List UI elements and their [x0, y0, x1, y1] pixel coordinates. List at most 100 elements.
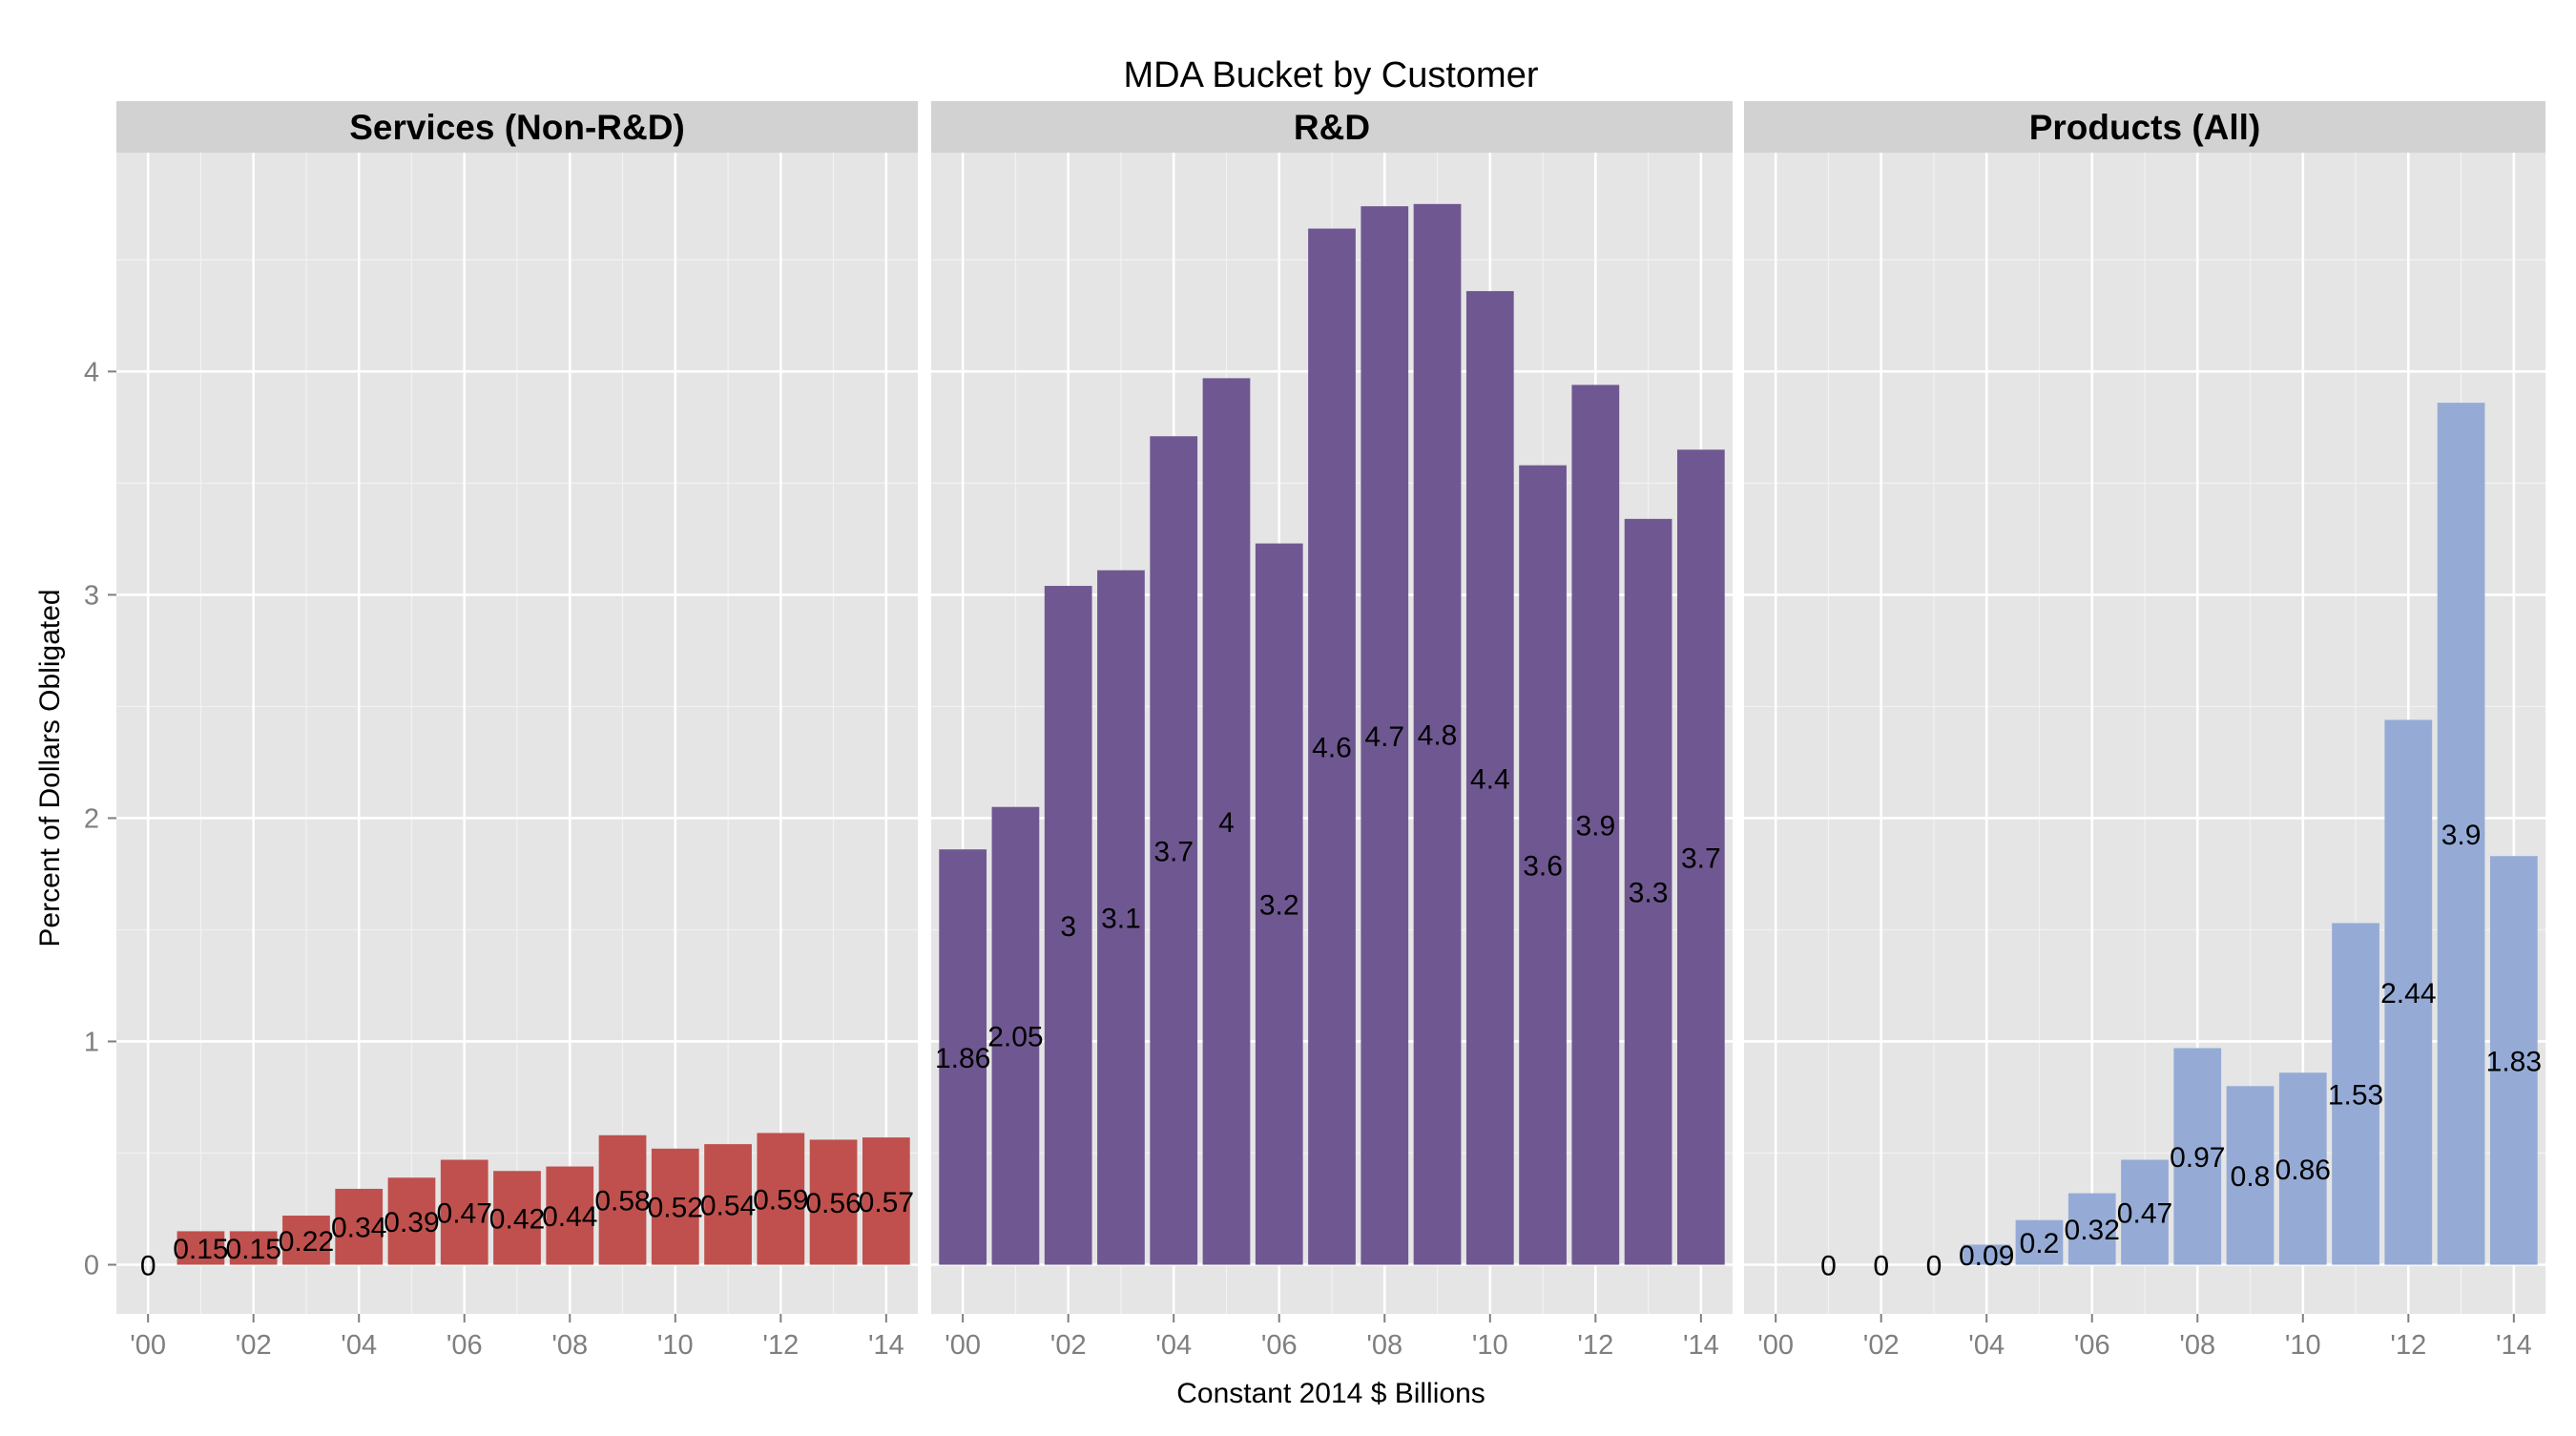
panels: Services (Non-R&D)00.150.150.220.340.390…: [84, 101, 2545, 1361]
x-tick-label: '08: [1366, 1330, 1402, 1361]
bar: [2067, 1193, 2116, 1265]
x-tick-label: '10: [1472, 1330, 1508, 1361]
x-tick-label: '02: [1863, 1330, 1900, 1361]
data-label: 4.6: [1312, 733, 1352, 764]
x-tick-label: '04: [1155, 1330, 1192, 1361]
bar: [757, 1133, 805, 1265]
data-label: 3.7: [1153, 836, 1194, 867]
bar: [2015, 1219, 2064, 1265]
bar: [387, 1177, 436, 1265]
data-label: 0.56: [805, 1188, 861, 1219]
bar: [1571, 385, 1620, 1265]
x-tick-label: '02: [236, 1330, 272, 1361]
bar: [991, 806, 1040, 1265]
bar: [2489, 856, 2538, 1265]
bar: [282, 1216, 330, 1265]
data-label: 3.9: [1575, 810, 1615, 842]
data-label: 1.86: [935, 1043, 990, 1074]
data-label: 0.44: [542, 1201, 597, 1233]
data-label: 0.97: [2170, 1142, 2225, 1174]
data-label: 0.47: [437, 1198, 492, 1230]
bar: [1361, 206, 1409, 1265]
x-tick-label: '12: [2390, 1330, 2426, 1361]
x-tick-label: '14: [868, 1330, 904, 1361]
x-tick-label: '00: [1757, 1330, 1794, 1361]
x-tick-label: '00: [945, 1330, 981, 1361]
x-tick-label: '12: [762, 1330, 799, 1361]
data-label: 4.7: [1364, 721, 1404, 753]
x-tick-label: '08: [551, 1330, 588, 1361]
data-label: 0.09: [1959, 1240, 2014, 1272]
bar: [1624, 518, 1672, 1265]
data-label: 0.15: [225, 1234, 280, 1265]
x-tick-label: '04: [1968, 1330, 2005, 1361]
y-tick-label: 1: [84, 1027, 99, 1057]
x-tick-label: '14: [2496, 1330, 2532, 1361]
data-label: 0: [1820, 1251, 1837, 1282]
bar: [1308, 228, 1356, 1265]
bar: [1044, 586, 1092, 1265]
y-axis-label: Percent of Dollars Obligated: [34, 589, 66, 947]
bar: [704, 1144, 752, 1265]
data-label: 0.57: [859, 1187, 914, 1218]
bar: [1255, 543, 1303, 1265]
bar: [598, 1134, 647, 1265]
bar: [2278, 1072, 2327, 1265]
bar: [1413, 203, 1462, 1265]
bar: [2384, 719, 2433, 1265]
data-label: 0.32: [2065, 1215, 2120, 1246]
data-label: 4.8: [1418, 720, 1458, 752]
panel-2: R&D 1.862.05 3 3.1 3.7 4 3.2 4.6 4.7 4.8 4.4 3.6 3.9…: [931, 101, 1733, 1361]
data-label: 0.39: [384, 1207, 439, 1238]
data-label: 3.2: [1259, 890, 1299, 922]
bar: [440, 1159, 488, 1265]
x-tick-label: '06: [447, 1330, 483, 1361]
bar: [2173, 1048, 2222, 1265]
data-label: 0.42: [489, 1203, 545, 1235]
data-label: 3.9: [2441, 820, 2482, 851]
y-tick-label: 2: [84, 803, 99, 834]
data-label: 0.34: [331, 1213, 386, 1244]
data-label: 0: [1926, 1251, 1942, 1282]
data-label: 0.22: [279, 1226, 334, 1258]
panel-1: Services (Non-R&D)00.150.150.220.340.390…: [84, 101, 918, 1361]
bar: [1465, 291, 1514, 1265]
panel-3: Products (All) 0 0 0 0.09 0.2 0.320.47 0.970.8 0…: [1744, 101, 2545, 1361]
data-label: 0.52: [648, 1193, 703, 1224]
y-tick-label: 0: [84, 1251, 99, 1281]
data-label: 0.59: [753, 1184, 808, 1216]
data-label: 3.1: [1101, 904, 1141, 935]
x-tick-label: '14: [1683, 1330, 1719, 1361]
bar: [177, 1231, 225, 1265]
data-label: 4.4: [1470, 763, 1510, 795]
panel-strip: [1744, 101, 2545, 153]
bar: [2437, 403, 2485, 1265]
data-label: 3: [1060, 911, 1076, 943]
x-tick-label: '04: [341, 1330, 377, 1361]
panel-title: Products (All): [2029, 108, 2261, 147]
bar: [229, 1231, 278, 1265]
panel-strip: [931, 101, 1733, 153]
bar: [2226, 1086, 2275, 1265]
x-tick-label: '10: [657, 1330, 694, 1361]
bar: [1676, 449, 1725, 1265]
bar: [939, 849, 987, 1265]
x-tick-label: '06: [1261, 1330, 1298, 1361]
bar: [1097, 570, 1145, 1265]
bar: [1519, 465, 1567, 1265]
data-label: 1.83: [2486, 1046, 2542, 1077]
chart-title: MDA Bucket by Customer: [1123, 55, 1538, 95]
x-tick-label: '06: [2074, 1330, 2110, 1361]
x-axis-label: Constant 2014 $ Billions: [1176, 1378, 1485, 1409]
data-label: 0.86: [2275, 1155, 2331, 1186]
data-label: 0.58: [594, 1186, 650, 1217]
bar: [546, 1166, 594, 1265]
x-tick-label: '08: [2179, 1330, 2215, 1361]
bar: [1963, 1244, 2011, 1265]
panel-strip: [116, 101, 918, 153]
bar: [651, 1148, 699, 1265]
data-label: 0: [1873, 1251, 1889, 1282]
x-tick-label: '00: [130, 1330, 166, 1361]
